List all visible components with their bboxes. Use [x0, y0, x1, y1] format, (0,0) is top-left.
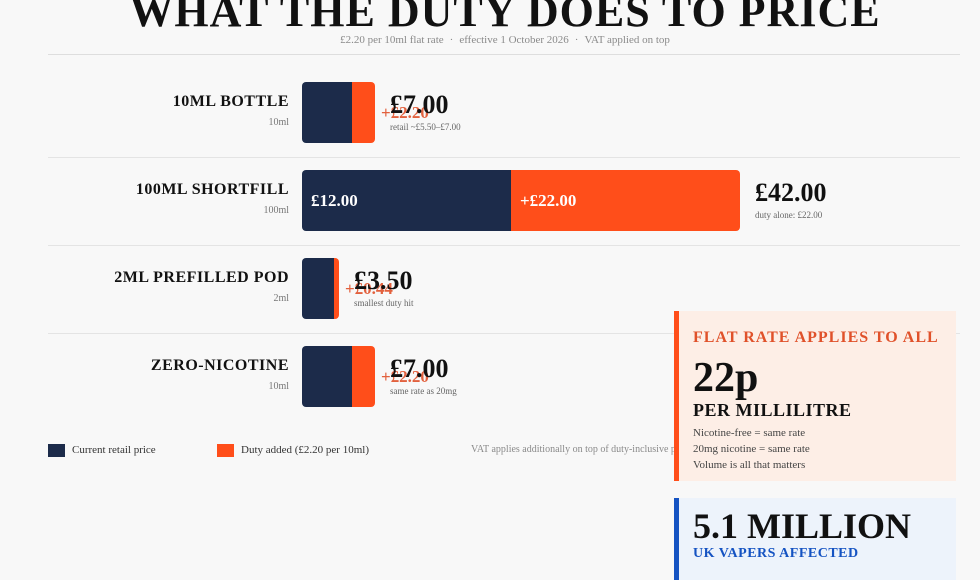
row-divider — [48, 333, 960, 334]
bar-segment-retail — [302, 82, 352, 143]
vat-footnote: VAT applies additionally on top of duty-… — [471, 444, 676, 455]
duty-value-label: +£0.44 — [345, 279, 393, 298]
bar-segment-retail: £12.00 — [302, 170, 511, 231]
duty-value-label: +£2.20 — [381, 367, 429, 386]
bar-segment-duty — [334, 258, 339, 319]
vapers-caption: UK VAPERS AFFECTED — [693, 546, 859, 561]
bar-segment-retail — [302, 258, 334, 319]
bar-segment-duty — [352, 346, 375, 407]
legend-label-retail: Current retail price — [72, 444, 156, 456]
legend-label-duty: Duty added (£2.20 per 10ml) — [241, 444, 369, 456]
vapers-affected-card: 5.1 MILLION UK VAPERS AFFECTED — [674, 498, 956, 580]
stacked-bar: £12.00 +£22.00 — [302, 170, 740, 231]
stacked-bar — [302, 82, 375, 143]
subtitle-rate: £2.20 per 10ml flat rate — [340, 34, 444, 46]
title-divider — [48, 54, 960, 55]
row-label-name: 10ML BOTTLE — [172, 93, 289, 110]
row-label-size: 10ml — [268, 381, 289, 392]
flat-rate-value: 22p — [693, 355, 759, 401]
price-note: retail ~£5.50–£7.00 — [390, 122, 461, 132]
total-price-label: £3.50 — [354, 266, 413, 295]
total-price-label: £42.00 — [755, 178, 827, 207]
price-note: same rate as 20mg — [390, 386, 457, 396]
price-note: duty alone: £22.00 — [755, 210, 823, 220]
total-price-label: £7.00 — [390, 90, 449, 119]
flat-rate-line: 20mg nicotine = same rate — [693, 443, 810, 455]
flat-rate-line: Volume is all that matters — [693, 459, 806, 471]
flat-rate-card-title: FLAT RATE APPLIES TO ALL — [693, 329, 939, 346]
row-divider — [48, 245, 960, 246]
row-label-name: ZERO-NICOTINE — [150, 357, 289, 374]
row-label: ZERO-NICOTINE 10ml — [151, 357, 289, 392]
duty-value-label: +£22.00 — [520, 190, 577, 210]
legend-swatch-duty — [217, 444, 234, 457]
total-price-label: £7.00 — [390, 354, 449, 383]
duty-value-label: +£2.20 — [381, 103, 429, 122]
flat-rate-card: FLAT RATE APPLIES TO ALL 22p PER MILLILI… — [674, 311, 956, 481]
stacked-bar — [302, 346, 375, 407]
page-subtitle: £2.20 per 10ml flat rate · effective 1 Oct… — [340, 34, 670, 46]
retail-value-label: £12.00 — [311, 190, 358, 210]
flat-rate-line: Nicotine-free = same rate — [693, 427, 806, 439]
stacked-bar — [302, 258, 339, 319]
bar-segment-duty — [352, 82, 375, 143]
page-title: WHAT THE DUTY DOES TO PRICE — [129, 0, 881, 36]
price-note: smallest duty hit — [354, 298, 414, 308]
legend-swatch-retail — [48, 444, 65, 457]
subtitle-vat: VAT applied on top — [584, 34, 670, 46]
row-label: 2ML PREFILLED POD 2ml — [114, 269, 289, 304]
row-label-name: 2ML PREFILLED POD — [114, 269, 289, 286]
subtitle-date: effective 1 October 2026 — [459, 34, 569, 46]
vapers-count: 5.1 MILLION — [693, 506, 912, 546]
bar-segment-duty: +£22.00 — [511, 170, 740, 231]
row-label: 100ML SHORTFILL 100ml — [136, 181, 289, 216]
flat-rate-unit: PER MILLILITRE — [693, 400, 852, 420]
row-label-name: 100ML SHORTFILL — [135, 181, 289, 198]
row-label-size: 100ml — [263, 205, 289, 216]
bar-segment-retail — [302, 346, 352, 407]
row-label-size: 10ml — [268, 117, 289, 128]
row-divider — [48, 157, 960, 158]
row-label-size: 2ml — [273, 293, 289, 304]
row-label: 10ML BOTTLE 10ml — [173, 93, 289, 128]
